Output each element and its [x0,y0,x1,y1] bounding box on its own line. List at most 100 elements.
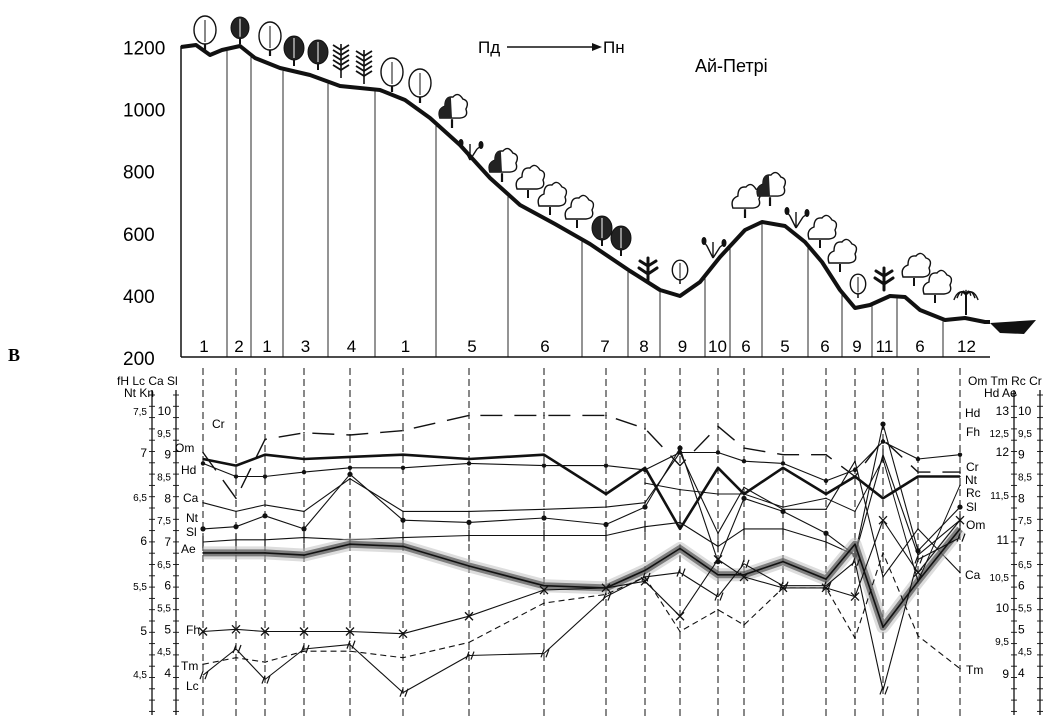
tree-crown [807,214,838,240]
series-point-Lc [602,592,612,601]
right-outer-tick-label: 10,5 [990,573,1010,584]
series-point-Ae [743,573,745,576]
shrub-icon [458,139,484,161]
series-point-Om [202,458,204,460]
right-inner-tick-label: 10 [1018,404,1032,418]
series-label-right: Tm [966,663,983,677]
series-label-left: Nt [186,511,199,525]
series-point-Rc [959,484,961,487]
series-point-Hd-dot [852,467,858,473]
series-point-Fh [850,592,860,602]
series-point-Rc [782,506,784,508]
deciduous-tree-icon [408,68,432,103]
shrub-icon [784,207,810,229]
zone-number: 1 [401,337,410,356]
left-outer-tick-label: 7 [140,446,147,460]
shrub-leaf [701,237,707,245]
series-label-left: Hd [181,463,196,477]
series-point-Cr [402,429,404,432]
series-label-left: Ae [181,542,196,556]
series-point-Rc [743,493,745,495]
series-point-Om [882,497,884,500]
left-outer-tick-label: 6,5 [133,493,147,504]
series-point-Ae [303,554,305,556]
tree-crown [564,194,595,220]
series-label-right: Cr [966,460,979,474]
series-point-Cr [349,434,351,436]
series-label-right: Rc [966,486,981,500]
elevation-tick-label: 600 [123,225,155,246]
series-label-left: Sl [186,525,197,539]
series-line-Fh [202,519,961,635]
conifer-tree-icon [591,215,613,246]
series-label-right: Ca [965,568,981,582]
series-point-Hd-dot [262,474,268,479]
deciduous-tree-icon [849,273,867,298]
right-inner-tick-label: 8 [1018,491,1025,505]
series-point-Ca [854,460,856,463]
zone-number: 4 [347,337,356,356]
series-point-Lc [822,581,832,590]
series-point-Lc [399,688,409,697]
herb-stem [873,266,895,292]
right-inner-tick-label: 4 [1018,666,1025,680]
pine-branch [332,49,350,56]
series-line-Cr [202,414,960,499]
series-line-Tm [202,552,961,670]
series-point-Lc [740,559,750,569]
series-point-Nt [233,524,239,530]
series-point-Om [679,528,681,530]
series-point-Cr [743,447,745,449]
conifer-tree-icon [230,16,250,44]
series-point-Tm [349,650,351,652]
series-point-Lc [879,686,889,695]
series-point-Cr [543,414,545,417]
series-point-Fh [539,585,549,595]
series-point-Cr [202,451,204,454]
palm-frond [965,291,979,301]
series-point-Fh [398,629,408,639]
deciduous-tree-icon [671,259,689,284]
series-point-Nt [603,521,609,528]
series-point-Om [235,464,237,467]
series-point-Nt [642,504,648,510]
series-point-Rc [679,488,681,491]
series-label-left: Lc [186,679,199,693]
left-inner-tick-label: 7 [164,535,171,549]
right-outer-tick-label: 11 [997,533,1010,547]
zone-number: 10 [708,337,727,356]
shrub-icon [953,289,979,315]
profile-title: Ай-Петрі [695,56,768,76]
series-point-Ae [543,584,545,587]
series-point-Fh [231,624,241,634]
deciduous-tree-icon [515,164,546,198]
series-point-Nt [677,445,683,451]
conifer-tree-icon [307,39,329,70]
deciduous-tree-icon [827,238,858,272]
series-line-Ae [203,528,961,628]
series-label-right: Sl [966,500,977,514]
series-point-Nt [347,471,353,477]
series-point-Ca [959,571,961,574]
series-point-Tm [743,624,745,626]
series-point-Om [349,456,351,458]
series-point-Lc [714,592,724,601]
series-point-Ae [202,552,204,554]
left-outer-tick-label: 5,5 [133,582,147,593]
right-axis-header-2: Hd Ae [984,386,1017,400]
series-point-Cr [605,414,607,417]
series-point-Cr [303,432,305,434]
series-point-Ae [825,578,827,580]
elevation-tick-label: 1200 [123,39,165,60]
series-point-Ae [854,543,856,545]
series-point-Cr [917,471,919,473]
series-point-Tm [917,635,919,637]
elevation-tick-label: 1000 [123,101,165,122]
series-point-Nt [957,504,963,510]
series-point-Fh [345,627,355,636]
series-point-Tm [782,587,784,589]
series-point-Ca [605,506,607,508]
series-label-left: Cr [212,417,225,431]
series-point-Cr [717,425,719,428]
